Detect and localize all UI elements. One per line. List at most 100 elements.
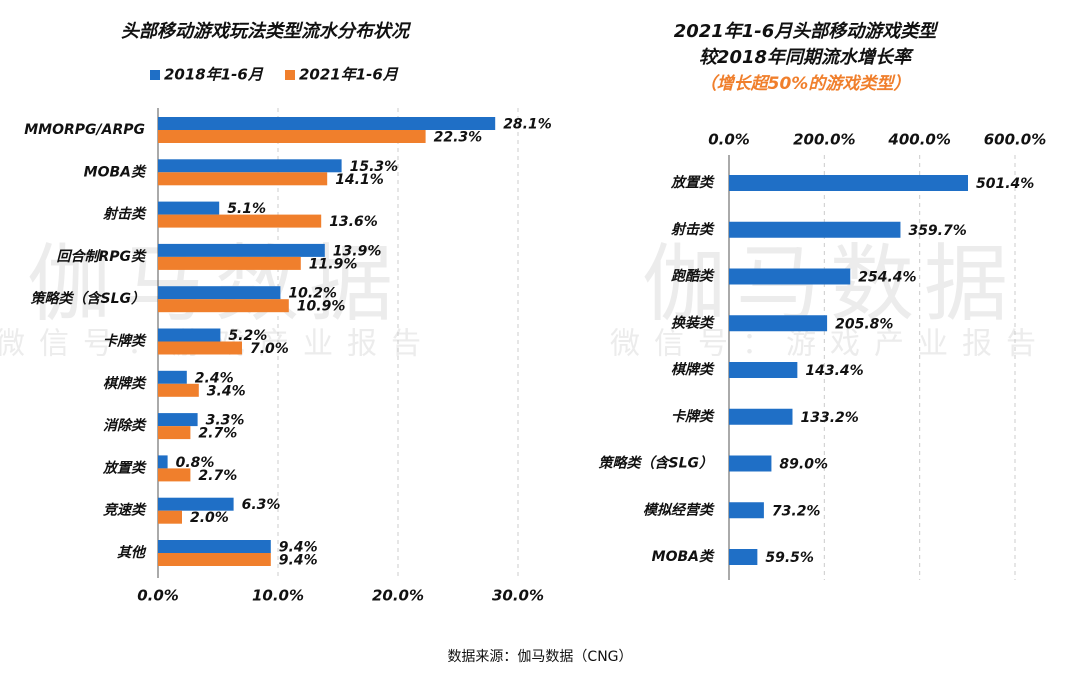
value-label: 22.3% xyxy=(434,130,483,146)
value-label: 2.7% xyxy=(198,468,237,484)
x-tick-label: 0.0% xyxy=(708,131,750,149)
y-tick-label: 放置类 xyxy=(670,174,715,191)
watermark: 微信号：游戏产业报告 xyxy=(610,327,1050,362)
value-label: 13.6% xyxy=(329,214,378,230)
bar xyxy=(158,383,199,397)
y-tick-label: 回合制RPG类 xyxy=(56,248,147,265)
legend-label: 2018年1-6月 xyxy=(164,66,264,84)
bar xyxy=(158,130,426,143)
value-label: 14.1% xyxy=(335,172,384,188)
x-tick-label: 0.0% xyxy=(137,587,179,605)
bar xyxy=(729,221,901,238)
x-tick-label: 30.0% xyxy=(492,587,544,605)
chart-title: 头部移动游戏玩法类型流水分布状况 xyxy=(121,21,412,42)
value-label: 5.1% xyxy=(227,201,266,217)
x-tick-label: 600.0% xyxy=(984,131,1046,149)
value-label: 3.4% xyxy=(207,383,246,399)
y-tick-label: 棋牌类 xyxy=(671,361,715,378)
value-label: 10.2% xyxy=(288,286,337,302)
value-label: 10.9% xyxy=(297,299,346,315)
value-label: 359.7% xyxy=(908,223,966,239)
value-label: 2.0% xyxy=(190,510,229,526)
value-label: 501.4% xyxy=(976,176,1034,192)
bar xyxy=(158,497,234,511)
bar xyxy=(158,286,281,300)
y-tick-label: 射击类 xyxy=(103,206,147,223)
y-tick-label: 竞速类 xyxy=(103,502,147,519)
bar xyxy=(158,413,198,427)
y-tick-label: 模拟经营类 xyxy=(643,501,715,518)
legend-swatch xyxy=(150,70,160,80)
bar xyxy=(158,117,496,130)
value-label: 143.4% xyxy=(805,363,863,379)
bar xyxy=(158,201,220,215)
bar xyxy=(158,299,289,313)
y-tick-label: 换装类 xyxy=(671,314,715,331)
value-label: 73.2% xyxy=(772,503,821,519)
y-tick-label: 消除类 xyxy=(103,417,147,434)
y-tick-label: 策略类（含SLG） xyxy=(31,290,146,307)
bar xyxy=(158,256,301,270)
value-label: 11.9% xyxy=(309,256,358,272)
y-tick-label: MMORPG/ARPG xyxy=(24,122,145,138)
chart-title: 2021年1-6月头部移动游戏类型 xyxy=(674,21,940,42)
chart-title: 较2018年同期流水增长率 xyxy=(699,47,914,68)
value-label: 15.3% xyxy=(350,159,399,175)
x-tick-label: 10.0% xyxy=(252,587,304,605)
bar xyxy=(729,408,793,425)
bar xyxy=(158,159,342,173)
value-label: 2.4% xyxy=(195,370,234,386)
bar xyxy=(158,214,322,228)
value-label: 2.7% xyxy=(198,426,237,442)
value-label: 89.0% xyxy=(779,457,828,473)
bar xyxy=(158,540,271,553)
value-label: 13.9% xyxy=(333,243,382,259)
y-tick-label: 其他 xyxy=(117,544,147,561)
bar xyxy=(158,468,191,482)
bar xyxy=(158,243,325,257)
value-label: 9.4% xyxy=(279,553,318,569)
bar xyxy=(729,315,828,332)
bar xyxy=(729,549,758,565)
y-tick-label: MOBA类 xyxy=(84,163,147,180)
bar xyxy=(729,175,969,191)
value-label: 205.8% xyxy=(835,316,893,332)
value-label: 28.1% xyxy=(503,117,552,133)
value-label: 6.3% xyxy=(242,497,281,513)
value-label: 254.4% xyxy=(858,270,916,286)
bar xyxy=(729,455,772,472)
y-tick-label: 棋牌类 xyxy=(103,375,147,392)
value-label: 59.5% xyxy=(765,550,814,566)
y-tick-label: MOBA类 xyxy=(652,548,715,565)
y-tick-label: 卡牌类 xyxy=(671,408,715,425)
value-label: 5.2% xyxy=(228,328,267,344)
bar xyxy=(158,341,242,355)
y-tick-label: 射击类 xyxy=(671,221,715,238)
bar xyxy=(158,455,168,469)
x-tick-label: 200.0% xyxy=(793,131,855,149)
bar xyxy=(729,268,851,285)
legend-swatch xyxy=(285,70,295,80)
bar xyxy=(158,426,191,440)
bar xyxy=(729,502,764,519)
bar xyxy=(158,172,328,186)
value-label: 0.8% xyxy=(176,455,215,471)
chart-subtitle: （增长超50%的游戏类型） xyxy=(700,74,911,94)
y-tick-label: 策略类（含SLG） xyxy=(599,455,714,472)
y-tick-label: 放置类 xyxy=(102,459,147,476)
value-label: 133.2% xyxy=(800,410,858,426)
x-tick-label: 400.0% xyxy=(887,131,950,149)
source: 数据来源：伽马数据（CNG） xyxy=(447,649,632,665)
bar xyxy=(158,510,182,524)
value-label: 7.0% xyxy=(250,341,289,357)
y-tick-label: 跑酷类 xyxy=(671,268,715,285)
value-label: 9.4% xyxy=(279,540,318,556)
bar xyxy=(158,328,221,342)
value-label: 3.3% xyxy=(206,413,245,429)
bar xyxy=(158,553,271,566)
legend-label: 2021年1-6月 xyxy=(299,66,399,84)
x-tick-label: 20.0% xyxy=(372,587,424,605)
y-tick-label: 卡牌类 xyxy=(103,333,147,350)
